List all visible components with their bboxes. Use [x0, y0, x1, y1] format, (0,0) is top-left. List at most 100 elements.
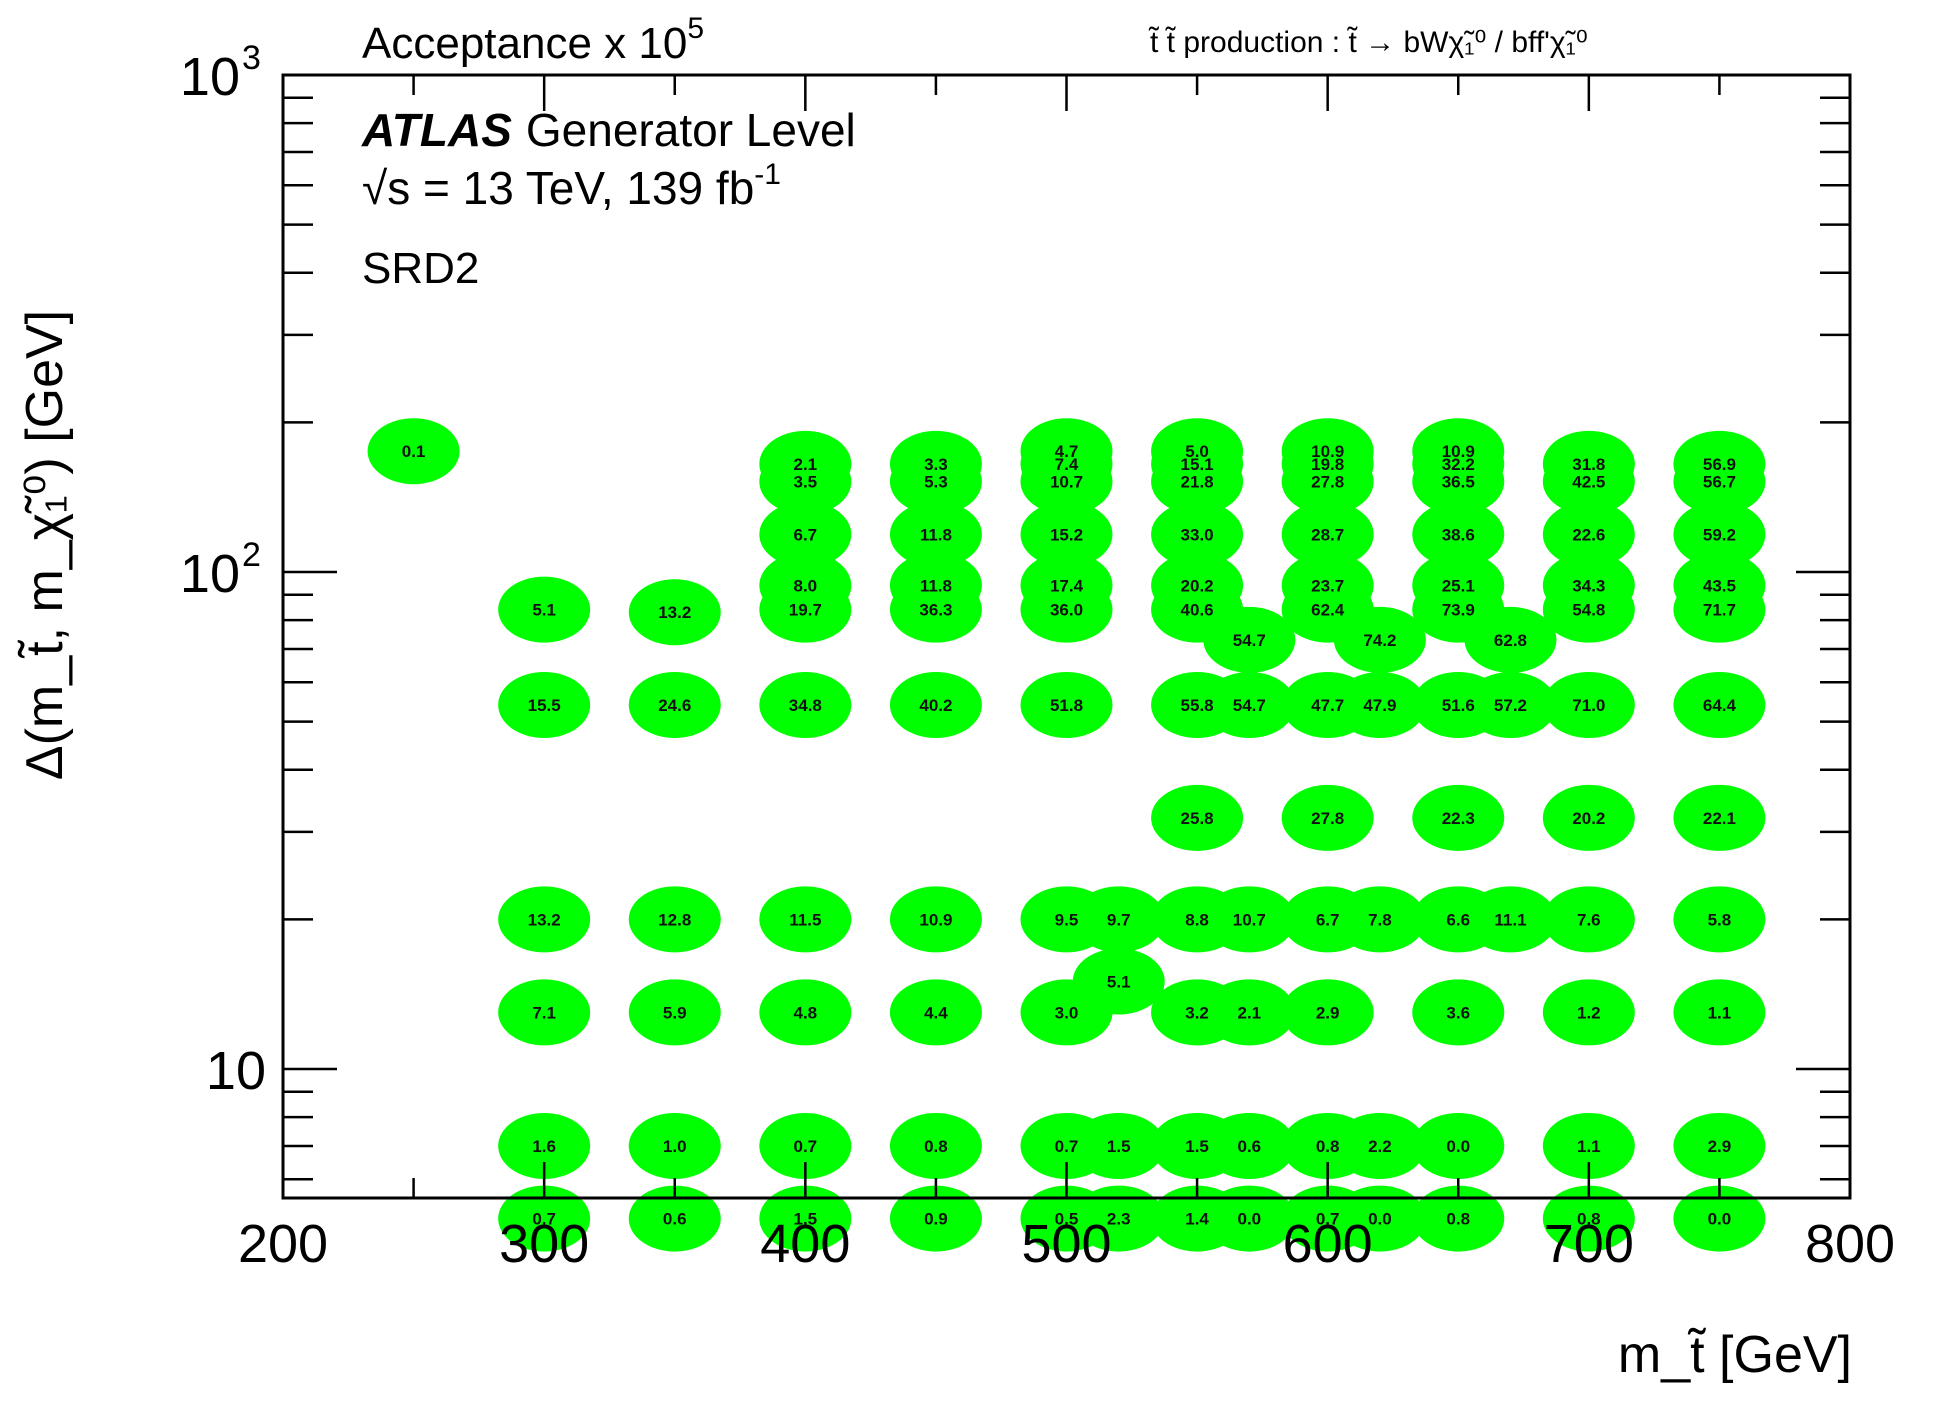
acceptance-value-label: 0.7 [794, 1137, 818, 1156]
acceptance-marker [1673, 671, 1766, 738]
acceptance-value-label: 17.4 [1050, 576, 1084, 595]
acceptance-marker [1072, 1185, 1165, 1252]
acceptance-value-label: 2.9 [1708, 1137, 1732, 1156]
acceptance-marker [498, 1185, 591, 1252]
acceptance-marker [1542, 886, 1635, 953]
acceptance-value-label: 6.7 [1316, 910, 1340, 929]
acceptance-value-label: 0.8 [1316, 1137, 1340, 1156]
x-axis-title: m_t̃ [GeV] [1618, 1326, 1852, 1384]
acceptance-marker [1020, 671, 1113, 738]
acceptance-marker [498, 979, 591, 1046]
acceptance-value-label: 22.1 [1703, 809, 1736, 828]
acceptance-value-label: 54.8 [1572, 601, 1605, 620]
acceptance-marker [1673, 1112, 1766, 1179]
y-tick-label: 10 [180, 47, 240, 107]
acceptance-value-label: 11.1 [1494, 910, 1526, 929]
acceptance-value-label: 8.0 [794, 576, 818, 595]
acceptance-marker [889, 1185, 982, 1252]
y-tick-exponent: 3 [242, 39, 261, 77]
acceptance-value-label: 51.6 [1442, 696, 1475, 715]
acceptance-value-label: 20.2 [1181, 576, 1214, 595]
acceptance-value-label: 21.8 [1181, 473, 1214, 492]
acceptance-marker [889, 671, 982, 738]
acceptance-value-label: 20.2 [1572, 809, 1605, 828]
acceptance-value-label: 3.0 [1055, 1003, 1079, 1022]
acceptance-value-label: 6.6 [1446, 910, 1470, 929]
acceptance-marker [1333, 671, 1426, 738]
acceptance-marker [889, 501, 982, 568]
acceptance-marker [1151, 784, 1244, 851]
acceptance-value-label: 71.0 [1572, 696, 1605, 715]
acceptance-value-label: 25.8 [1181, 809, 1214, 828]
acceptance-value-label: 62.8 [1494, 631, 1527, 650]
process-label: t̃ t̃ production : t̃ → bWχ̃₁⁰ / bff'χ̃₁… [1148, 26, 1588, 59]
acceptance-value-label: 2.9 [1316, 1003, 1340, 1022]
acceptance-value-label: 27.8 [1311, 473, 1344, 492]
acceptance-marker [1673, 576, 1766, 643]
acceptance-value-label: 0.1 [402, 442, 426, 461]
acceptance-value-label: 15.2 [1050, 525, 1083, 544]
acceptance-value-label: 0.0 [1708, 1210, 1732, 1229]
acceptance-marker [1333, 1185, 1426, 1252]
acceptance-marker [498, 886, 591, 953]
y-tick-label: 10 [206, 1041, 266, 1101]
acceptance-marker [1542, 1112, 1635, 1179]
y-axis-title: Δ(m_t̃, m_χ̃₁⁰) [GeV] [16, 310, 74, 780]
acceptance-value-label: 9.7 [1107, 910, 1131, 929]
acceptance-marker [1673, 979, 1766, 1046]
acceptance-value-label: 4.7 [1055, 442, 1079, 461]
acceptance-value-label: 7.1 [532, 1003, 556, 1022]
acceptance-value-label: 28.7 [1311, 525, 1344, 544]
acceptance-marker [1673, 886, 1766, 953]
y-tick-exponent: 2 [242, 536, 261, 574]
acceptance-value-label: 1.2 [1577, 1003, 1601, 1022]
acceptance-value-label: 0.7 [1316, 1210, 1340, 1229]
acceptance-value-label: 33.0 [1181, 525, 1214, 544]
acceptance-value-label: 74.2 [1363, 631, 1396, 650]
x-tick-label: 500 [1021, 1214, 1111, 1274]
acceptance-value-label: 34.8 [789, 696, 822, 715]
acceptance-marker [889, 576, 982, 643]
acceptance-marker [628, 979, 721, 1046]
acceptance-value-label: 47.9 [1363, 696, 1396, 715]
y-tick-label: 10 [180, 544, 240, 604]
acceptance-marker [1542, 979, 1635, 1046]
x-tick-label: 200 [238, 1214, 328, 1274]
markers-layer: 0.1 5.1 15.5 13.2 7.1 1.6 0.7 13.2 24.6 12.8 5.9 1.… [367, 418, 1766, 1252]
acceptance-value-label: 2.2 [1368, 1137, 1392, 1156]
acceptance-value-label: 24.6 [658, 696, 691, 715]
acceptance-value-label: 10.7 [1233, 910, 1266, 929]
acceptance-marker [759, 1112, 852, 1179]
acceptance-value-label: 73.9 [1442, 601, 1475, 620]
acceptance-value-label: 42.5 [1572, 473, 1605, 492]
acceptance-value-label: 4.8 [794, 1003, 818, 1022]
acceptance-value-label: 47.7 [1311, 696, 1344, 715]
acceptance-marker [1281, 784, 1374, 851]
acceptance-value-label: 40.2 [919, 696, 952, 715]
acceptance-value-label: 3.3 [924, 455, 948, 474]
x-tick-label: 600 [1283, 1214, 1373, 1274]
acceptance-marker [1203, 606, 1296, 673]
acceptance-value-label: 22.3 [1442, 809, 1475, 828]
acceptance-marker [1542, 784, 1635, 851]
acceptance-value-label: 3.5 [794, 473, 818, 492]
acceptance-value-label: 11.8 [920, 576, 952, 595]
acceptance-value-label: 22.6 [1572, 525, 1605, 544]
acceptance-marker [498, 576, 591, 643]
acceptance-value-label: 0.9 [924, 1210, 948, 1229]
acceptance-marker [1673, 448, 1766, 515]
acceptance-value-label: 40.6 [1181, 601, 1214, 620]
acceptance-marker [1281, 501, 1374, 568]
acceptance-value-label: 55.8 [1181, 696, 1214, 715]
acceptance-value-label: 56.7 [1703, 473, 1736, 492]
acceptance-value-label: 1.6 [532, 1137, 556, 1156]
acceptance-value-label: 7.4 [1055, 455, 1079, 474]
acceptance-marker [1281, 448, 1374, 515]
region-label: SRD2 [362, 244, 479, 293]
acceptance-marker [1673, 501, 1766, 568]
acceptance-value-label: 10.9 [1311, 442, 1344, 461]
acceptance-value-label: 19.7 [789, 601, 822, 620]
acceptance-value-label: 5.3 [924, 473, 948, 492]
